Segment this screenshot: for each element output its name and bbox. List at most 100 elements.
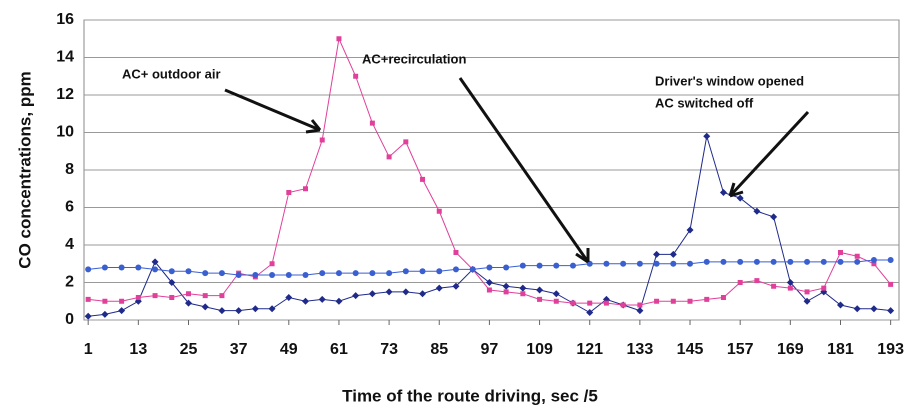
point <box>486 287 492 293</box>
x-tick-label: 13 <box>129 341 147 358</box>
x-tick-label: 145 <box>677 341 704 358</box>
point <box>352 270 359 277</box>
point <box>870 305 878 313</box>
point <box>770 213 778 221</box>
point <box>319 137 325 143</box>
y-tick-label: 2 <box>65 274 74 291</box>
arrow <box>224 88 321 132</box>
x-tick-label: 193 <box>877 341 904 358</box>
point <box>352 292 360 300</box>
point <box>184 299 192 307</box>
point <box>235 272 242 278</box>
point <box>553 262 560 269</box>
point <box>536 262 543 269</box>
point <box>502 282 510 290</box>
x-tick-label: 1 <box>84 341 93 358</box>
point <box>603 260 610 267</box>
point <box>687 260 694 267</box>
point <box>302 272 309 278</box>
point <box>670 298 676 304</box>
point <box>519 262 526 269</box>
point <box>151 258 159 266</box>
point <box>436 268 443 275</box>
point <box>335 270 342 277</box>
point <box>787 258 794 265</box>
point <box>469 266 476 273</box>
point <box>804 258 811 265</box>
arrows <box>224 77 810 264</box>
x-tick-label: 61 <box>330 341 348 358</box>
x-tick-label: 73 <box>380 341 398 358</box>
y-tick-label: 8 <box>65 161 74 178</box>
point <box>786 279 794 286</box>
point <box>837 250 843 255</box>
point <box>636 307 644 315</box>
point <box>486 264 493 271</box>
point <box>570 262 576 269</box>
y-tick-label: 0 <box>65 311 74 328</box>
x-tick-label: 169 <box>777 341 804 358</box>
point <box>152 266 159 273</box>
point <box>586 260 593 267</box>
point <box>519 284 527 292</box>
arrow <box>728 110 810 198</box>
point <box>218 307 226 315</box>
point <box>669 250 677 258</box>
y-tick-label: 16 <box>56 11 74 28</box>
y-tick-label: 14 <box>56 49 74 66</box>
point <box>353 73 359 79</box>
point <box>520 291 526 297</box>
point <box>319 270 326 277</box>
point <box>719 189 727 196</box>
point <box>335 297 343 305</box>
point <box>452 266 459 273</box>
point <box>870 257 877 263</box>
point <box>787 285 793 291</box>
point <box>570 300 576 306</box>
point <box>854 258 861 265</box>
point <box>452 282 460 290</box>
point <box>102 298 108 304</box>
point <box>318 295 326 303</box>
point <box>185 291 191 297</box>
point <box>285 294 293 301</box>
point <box>101 264 108 271</box>
point <box>553 298 559 304</box>
point <box>653 260 660 267</box>
x-tick-label: 133 <box>627 341 654 358</box>
point <box>168 268 175 275</box>
annotation: AC+ outdoor air <box>122 66 221 81</box>
point <box>385 288 393 296</box>
point <box>737 258 744 265</box>
point <box>436 208 442 214</box>
point <box>820 258 827 265</box>
point <box>836 301 844 309</box>
x-tick-label: 49 <box>280 341 298 358</box>
x-tick-label: 181 <box>827 341 854 358</box>
point <box>753 207 761 215</box>
x-tick-label: 85 <box>430 341 448 358</box>
x-tick-label: 121 <box>576 341 603 358</box>
point <box>386 270 393 277</box>
point <box>336 36 342 42</box>
annotation: AC switched off <box>655 95 754 110</box>
x-tick-label: 97 <box>481 341 499 358</box>
y-axis-title: CO concentrations, ppm <box>15 71 34 268</box>
y-tick-label: 6 <box>65 199 74 216</box>
point <box>118 307 126 315</box>
point <box>736 194 744 202</box>
point <box>887 307 895 315</box>
point <box>435 284 443 292</box>
point <box>720 295 726 300</box>
plot: 0 2 4 6 8 10 12 14 16 1 13 25 37 49 61 73 85 97 109 121 133 1… <box>56 11 904 358</box>
point <box>503 264 510 271</box>
x-tick-label: 109 <box>526 341 553 358</box>
point <box>402 288 410 296</box>
point <box>485 279 493 286</box>
annotation: Driver's window opened <box>655 73 804 88</box>
point <box>670 260 677 267</box>
point <box>653 250 661 258</box>
point <box>402 268 409 275</box>
x-tick-label: 37 <box>230 341 248 358</box>
point <box>286 190 292 195</box>
